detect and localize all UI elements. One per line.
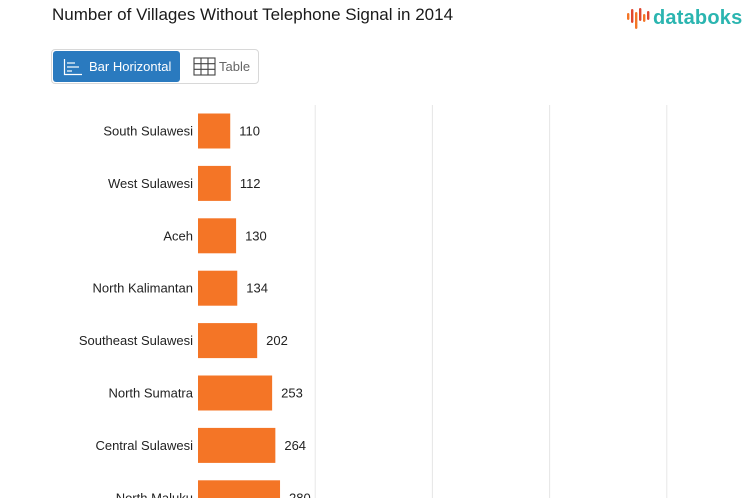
bar-value-label: 130 <box>245 228 267 243</box>
logo-text: databoks <box>653 7 743 29</box>
bar-horizontal-button[interactable]: Bar Horizontal <box>53 51 180 82</box>
category-label: West Sulawesi <box>108 176 193 191</box>
bar-value-label: 264 <box>284 438 306 453</box>
bar-chart-icon <box>63 58 83 76</box>
category-label: North Kalimantan <box>93 281 193 296</box>
category-label: North Sumatra <box>108 386 193 401</box>
view-toggle: Bar Horizontal Table <box>51 49 259 84</box>
bar[interactable] <box>198 270 238 306</box>
bar-value-label: 112 <box>240 176 261 191</box>
bar-value-label: 253 <box>281 386 303 401</box>
bar-value-label: 110 <box>239 124 260 139</box>
chart-title: Number of Villages Without Telephone Sig… <box>52 5 454 24</box>
category-label: North Maluku <box>116 490 193 498</box>
category-label: Southeast Sulawesi <box>79 333 193 348</box>
bar[interactable] <box>198 218 237 254</box>
table-button[interactable]: Table <box>193 51 259 82</box>
bar-horizontal-label: Bar Horizontal <box>89 59 172 74</box>
table-label: Table <box>219 59 251 74</box>
gridlines <box>314 105 668 498</box>
databoks-logo-icon <box>627 8 650 29</box>
category-label: Aceh <box>163 228 193 243</box>
bar[interactable] <box>198 113 231 149</box>
bar-value-label: 134 <box>246 281 268 296</box>
category-label: Central Sulawesi <box>95 438 193 453</box>
bar[interactable] <box>198 375 273 411</box>
table-grid-icon <box>193 57 216 76</box>
bars: South Sulawesi 110 West Sulawesi 112 Aceh 130… <box>79 113 311 498</box>
databoks-logo: databoks <box>626 6 742 30</box>
bar[interactable] <box>198 165 231 201</box>
bar[interactable] <box>198 480 281 498</box>
bar-value-label: 280 <box>289 490 311 498</box>
category-label: South Sulawesi <box>103 124 193 139</box>
bar[interactable] <box>198 323 258 359</box>
bar[interactable] <box>198 427 276 463</box>
bar-value-label: 202 <box>266 333 288 348</box>
